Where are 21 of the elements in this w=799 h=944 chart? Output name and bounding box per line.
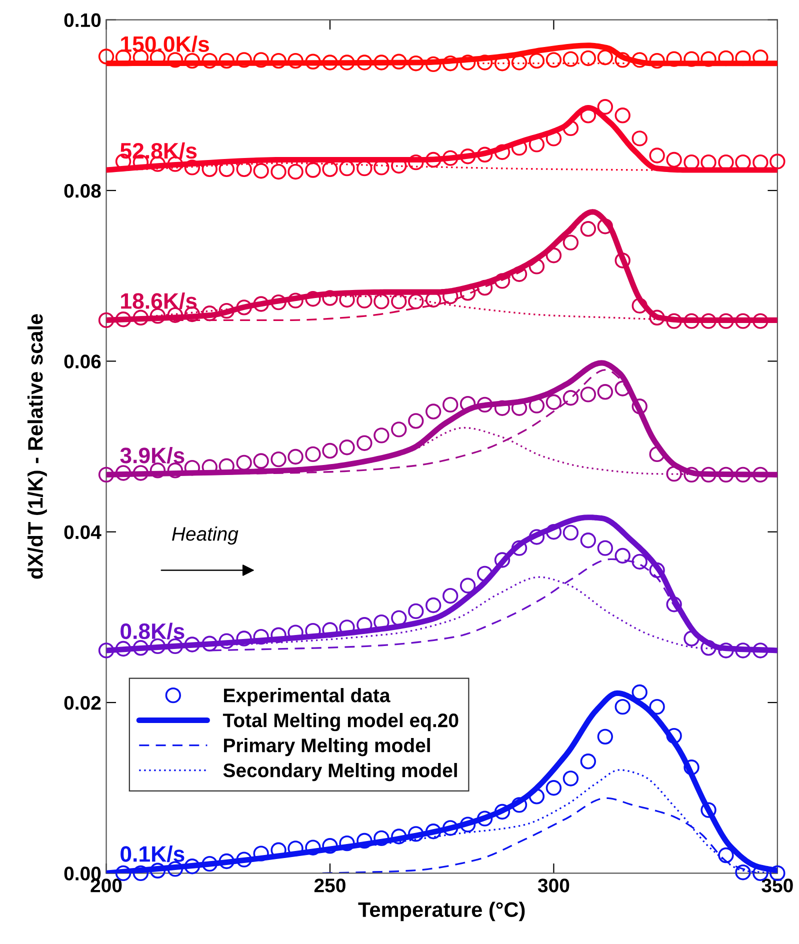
y-tick-label: 0.00 bbox=[64, 866, 101, 880]
y-tick-label: 0.02 bbox=[64, 696, 101, 710]
y-tick-label: 0.08 bbox=[64, 184, 101, 198]
y-tick-label: 0.06 bbox=[64, 354, 101, 368]
x-tick-label: 200 bbox=[90, 878, 122, 892]
y-axis-title: dX/dT (1/K) - Relative scale bbox=[27, 314, 47, 579]
legend-label: Primary Melting model bbox=[224, 738, 430, 756]
annotation: 0.1K/s bbox=[120, 846, 184, 862]
legend-label: Secondary Melting model bbox=[223, 763, 457, 782]
annotation: 3.9K/s bbox=[120, 447, 184, 464]
legend-label: Experimental data bbox=[224, 688, 390, 706]
x-axis-title: Temperature (°C) bbox=[358, 902, 525, 922]
y-tick-label: 0.04 bbox=[64, 525, 102, 540]
annotation: 150.0K/s bbox=[121, 36, 209, 52]
y-tick-label: 0.10 bbox=[64, 13, 101, 28]
annotation: Heating bbox=[172, 526, 238, 545]
x-tick-label: 300 bbox=[538, 878, 570, 892]
annotation: 18.6K/s bbox=[121, 292, 197, 310]
x-tick-label: 250 bbox=[314, 878, 346, 892]
annotation: 0.8K/s bbox=[120, 622, 184, 640]
legend-label: Total Melting model eq.20 bbox=[222, 712, 458, 732]
